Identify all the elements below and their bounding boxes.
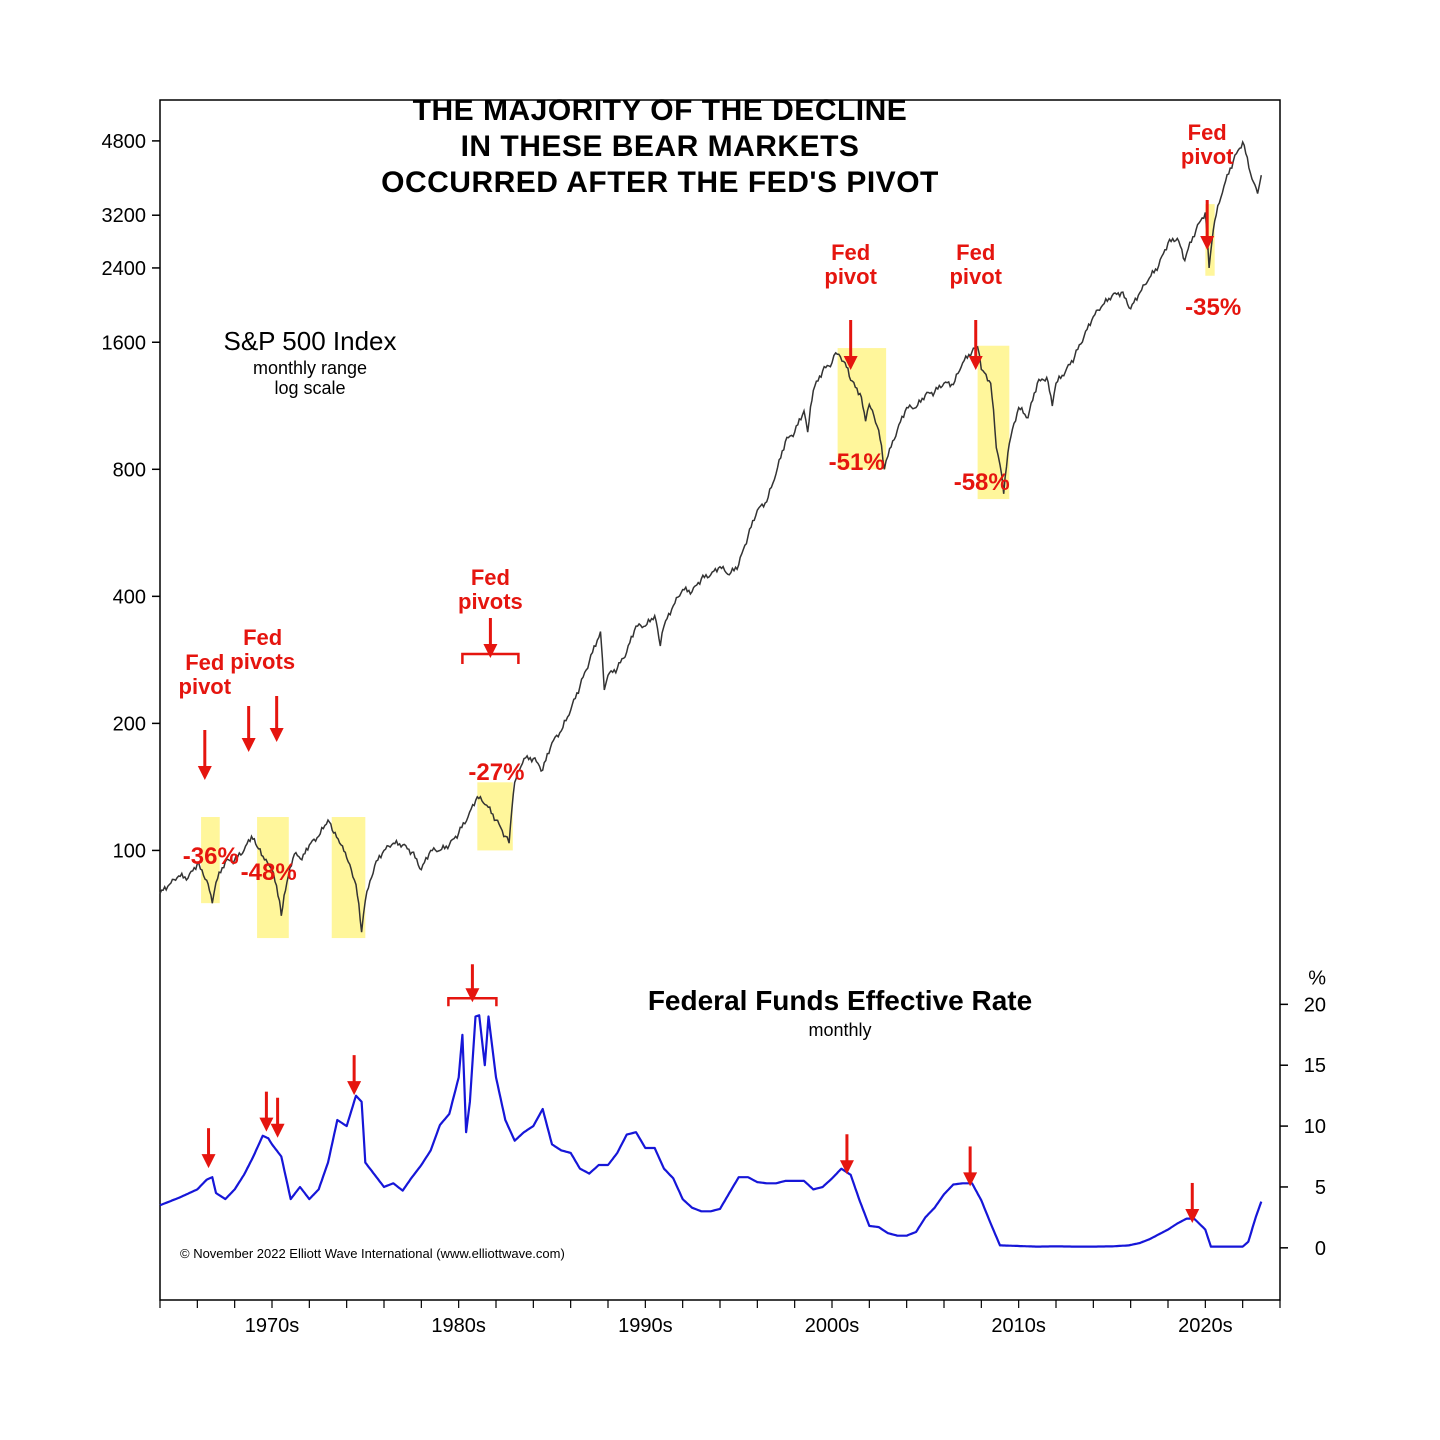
decline-pct: -51% xyxy=(829,449,885,476)
pivot-label: pivots xyxy=(230,649,295,674)
pivot-label: Fed xyxy=(243,625,282,650)
pivot-label: pivot xyxy=(1181,144,1234,169)
pivot-label: Fed xyxy=(471,565,510,590)
down-arrow-icon xyxy=(202,1128,216,1168)
sp500-ytick: 2400 xyxy=(102,258,147,280)
pivot-label: pivot xyxy=(824,264,877,289)
ffr-ytick: 10 xyxy=(1304,1116,1326,1138)
ffr-ytick: 15 xyxy=(1304,1055,1326,1077)
decline-pct: -27% xyxy=(468,759,524,786)
sp500-ytick: 100 xyxy=(113,840,146,862)
sp500-ytick: 400 xyxy=(113,586,146,608)
pivot-label: Fed xyxy=(185,650,224,675)
down-arrow-icon xyxy=(465,964,479,1002)
sp500-ytick: 800 xyxy=(113,459,146,481)
x-axis-label: 1970s xyxy=(245,1315,300,1337)
x-axis-label: 2020s xyxy=(1178,1315,1233,1337)
sp500-ytick: 1600 xyxy=(102,332,147,354)
source-credit: © November 2022 Elliott Wave Internation… xyxy=(180,1246,565,1261)
pivot-label: Fed xyxy=(831,240,870,265)
pivot-label: pivots xyxy=(458,589,523,614)
chart-title: OCCURRED AFTER THE FED'S PIVOT xyxy=(381,166,939,199)
ffr-ytick: 5 xyxy=(1315,1177,1326,1199)
sp500-ytick: 3200 xyxy=(102,205,147,227)
ffr-series-sublabel: monthly xyxy=(808,1020,871,1040)
chart-container: 100 200 400 800 1600 2400 3200 4800% 0 5 10 15 20 197… xyxy=(80,80,1360,1360)
down-arrow-icon xyxy=(963,1146,977,1186)
pivot-label: Fed xyxy=(1188,120,1227,145)
decline-pct: -36% xyxy=(183,843,239,870)
chart-title: THE MAJORITY OF THE DECLINE xyxy=(413,94,908,127)
x-axis-label: 1980s xyxy=(431,1315,486,1337)
x-axis-label: 2000s xyxy=(805,1315,860,1337)
sp500-ytick: 4800 xyxy=(102,131,147,153)
ffr-ytick: 0 xyxy=(1315,1238,1326,1260)
down-arrow-icon xyxy=(198,730,212,780)
sp500-series-sublabel: monthly range xyxy=(253,358,367,378)
ffr-unit: % xyxy=(1308,967,1326,989)
sp500-ytick: 200 xyxy=(113,713,146,735)
sp500-line xyxy=(160,142,1261,932)
ffr-ytick: 20 xyxy=(1304,994,1326,1016)
sp500-series-label: S&P 500 Index xyxy=(224,326,397,356)
pivot-label: pivot xyxy=(179,674,232,699)
sp500-series-sublabel: log scale xyxy=(274,378,345,398)
down-arrow-icon xyxy=(242,706,256,752)
x-axis-label: 2010s xyxy=(991,1315,1046,1337)
down-arrow-icon xyxy=(1185,1183,1199,1223)
down-arrow-icon xyxy=(270,696,284,742)
decline-pct: -35% xyxy=(1185,294,1241,321)
pivot-label: pivot xyxy=(949,264,1002,289)
pivot-label: Fed xyxy=(956,240,995,265)
down-arrow-icon xyxy=(259,1092,273,1132)
ffr-line xyxy=(160,1015,1261,1246)
down-arrow-icon xyxy=(347,1055,361,1095)
ffr-series-label: Federal Funds Effective Rate xyxy=(648,985,1032,1016)
decline-pct: -58% xyxy=(954,469,1010,496)
chart-title: IN THESE BEAR MARKETS xyxy=(461,130,860,163)
down-arrow-icon xyxy=(483,618,497,658)
x-axis-label: 1990s xyxy=(618,1315,673,1337)
decline-pct: -48% xyxy=(241,859,297,886)
